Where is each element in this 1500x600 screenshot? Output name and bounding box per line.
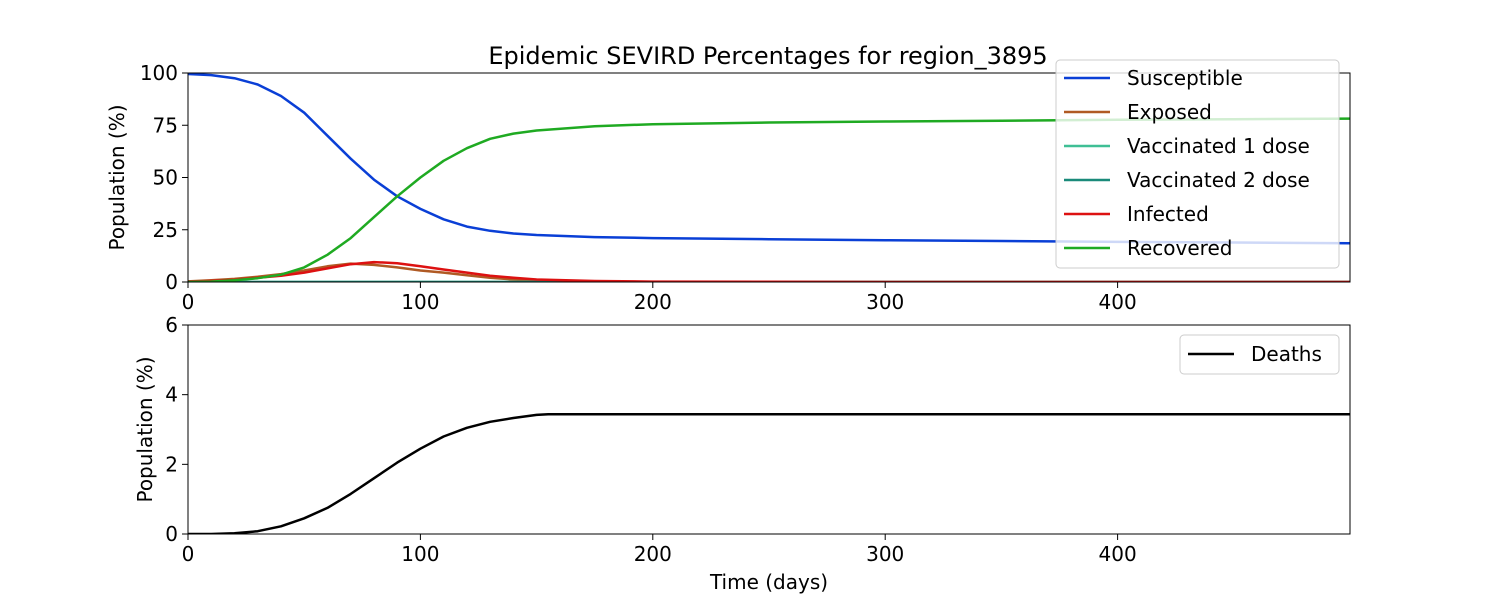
series-lines <box>188 412 1350 534</box>
x-tick-label: 300 <box>866 542 904 566</box>
y-tick-label: 6 <box>165 313 178 337</box>
y-tick-label: 0 <box>165 270 178 294</box>
legend-label: Vaccinated 2 dose <box>1127 168 1310 192</box>
series-line-susceptible <box>188 73 1350 245</box>
x-tick-label: 400 <box>1099 542 1137 566</box>
series-line-recovered <box>188 117 1350 282</box>
y-tick-label: 75 <box>153 113 178 137</box>
legend-label: Recovered <box>1127 236 1232 260</box>
y-tick-label: 0 <box>165 522 178 546</box>
y-axis-label: Population (%) <box>133 356 157 502</box>
legend-box <box>1055 59 1340 269</box>
compartments-panel: 0 100 200 300 400 0 25 50 75 100 Population (%) Sus… <box>105 59 1351 314</box>
x-tick-label: 300 <box>866 290 904 314</box>
legend-label: Infected <box>1127 202 1209 226</box>
legend-box <box>1179 334 1340 375</box>
x-axis-label: Time (days) <box>709 570 828 594</box>
x-tick-label: 100 <box>401 542 439 566</box>
x-tick-label: 0 <box>182 542 195 566</box>
x-tick-label: 100 <box>401 290 439 314</box>
y-axis-label: Population (%) <box>105 104 129 250</box>
y-tick-label: 2 <box>165 452 178 476</box>
x-tick-label: 200 <box>634 290 672 314</box>
y-tick-label: 4 <box>165 383 178 407</box>
legend-label: Vaccinated 1 dose <box>1127 134 1310 158</box>
legend: Deaths <box>1179 334 1340 375</box>
plot-frame <box>187 324 1351 535</box>
legend-label: Susceptible <box>1127 66 1243 90</box>
x-tick-label: 0 <box>182 290 195 314</box>
deaths-panel: 0 100 200 300 400 0 2 4 6 Population (%) Time (day… <box>133 313 1351 594</box>
x-tick-label: 200 <box>634 542 672 566</box>
x-tick-label: 400 <box>1099 290 1137 314</box>
y-tick-label: 25 <box>153 218 178 242</box>
legend: Susceptible Exposed Vaccinated 1 dose Vacci… <box>1055 59 1340 269</box>
y-tick-label: 50 <box>153 166 178 190</box>
legend-label: Exposed <box>1127 100 1212 124</box>
series-line-deaths <box>188 412 1350 534</box>
figure-title: Epidemic SEVIRD Percentages for region_3… <box>488 42 1047 70</box>
legend-label: Deaths <box>1251 342 1322 366</box>
y-tick-label: 100 <box>140 61 178 85</box>
